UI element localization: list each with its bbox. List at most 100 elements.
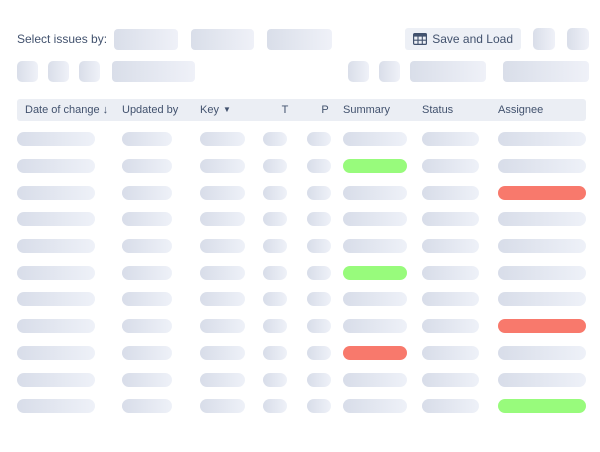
status-placeholder <box>422 265 479 280</box>
column-header-summary[interactable]: Summary <box>343 104 391 116</box>
issue-key-placeholder <box>200 319 245 334</box>
column-header-date-of-change[interactable]: Date of change ↓ <box>25 104 109 116</box>
table-row[interactable] <box>17 233 586 260</box>
assignee-placeholder <box>498 159 586 174</box>
priority-placeholder <box>307 132 331 147</box>
column-header-type[interactable]: T <box>281 104 289 116</box>
priority-placeholder <box>307 265 331 280</box>
icon-button-placeholder[interactable] <box>567 28 589 50</box>
summary-placeholder <box>343 132 407 147</box>
assignee-placeholder <box>498 399 586 414</box>
summary-placeholder <box>343 292 407 307</box>
assignee-placeholder <box>498 132 586 147</box>
table-row[interactable] <box>17 206 586 233</box>
table-header-row: Date of change ↓ Updated by Key ▼ T P Summ… <box>17 99 586 121</box>
updated-by-placeholder <box>122 319 172 334</box>
assignee-placeholder <box>498 212 586 227</box>
summary-placeholder <box>343 319 407 334</box>
priority-placeholder <box>307 239 331 254</box>
icon-button-placeholder[interactable] <box>533 28 555 50</box>
table-row[interactable] <box>17 313 586 340</box>
assignee-placeholder <box>498 265 586 280</box>
save-and-load-button[interactable]: Save and Load <box>405 28 521 50</box>
filter-chip-placeholder[interactable] <box>348 61 369 82</box>
summary-placeholder <box>343 212 407 227</box>
priority-placeholder <box>307 319 331 334</box>
updated-by-placeholder <box>122 159 172 174</box>
filter-bar-label: Select issues by: <box>17 32 108 46</box>
issue-type-placeholder <box>263 159 287 174</box>
date-of-change-placeholder <box>17 239 95 254</box>
summary-placeholder <box>343 372 407 387</box>
updated-by-placeholder <box>122 132 172 147</box>
assignee-placeholder <box>498 345 586 360</box>
issue-type-placeholder <box>263 265 287 280</box>
issue-key-placeholder <box>200 265 245 280</box>
date-of-change-placeholder <box>17 319 95 334</box>
filter-dropdown-placeholder[interactable] <box>191 28 255 50</box>
updated-by-placeholder <box>122 345 172 360</box>
status-placeholder <box>422 319 479 334</box>
column-header-key[interactable]: Key ▼ <box>200 104 231 116</box>
status-placeholder <box>422 345 479 360</box>
issue-key-placeholder <box>200 399 245 414</box>
issue-key-placeholder <box>200 239 245 254</box>
column-header-updated-by[interactable]: Updated by <box>122 104 179 116</box>
filter-chip-placeholder[interactable] <box>17 61 38 82</box>
issues-table: Date of change ↓ Updated by Key ▼ T P Summ… <box>17 99 589 420</box>
assignee-placeholder <box>498 185 586 200</box>
status-placeholder <box>422 185 479 200</box>
issue-type-placeholder <box>263 185 287 200</box>
filter-dropdown-placeholder[interactable] <box>267 28 333 50</box>
table-row[interactable] <box>17 340 586 367</box>
priority-placeholder <box>307 292 331 307</box>
filter-dropdown-placeholder[interactable] <box>410 61 486 82</box>
table-row[interactable] <box>17 179 586 206</box>
updated-by-placeholder <box>122 185 172 200</box>
issue-type-placeholder <box>263 212 287 227</box>
summary-placeholder <box>343 265 407 280</box>
filter-chip-placeholder[interactable] <box>79 61 100 82</box>
issue-type-placeholder <box>263 372 287 387</box>
table-row[interactable] <box>17 126 586 153</box>
table-row[interactable] <box>17 366 586 393</box>
status-placeholder <box>422 239 479 254</box>
table-row[interactable] <box>17 153 586 180</box>
save-and-load-label: Save and Load <box>432 32 513 46</box>
issue-key-placeholder <box>200 132 245 147</box>
summary-placeholder <box>343 159 407 174</box>
table-grid-icon <box>413 33 428 45</box>
updated-by-placeholder <box>122 399 172 414</box>
summary-placeholder <box>343 399 407 414</box>
status-placeholder <box>422 372 479 387</box>
date-of-change-placeholder <box>17 372 95 387</box>
table-row[interactable] <box>17 286 586 313</box>
table-row[interactable] <box>17 259 586 286</box>
issue-type-placeholder <box>263 239 287 254</box>
filter-dropdown-placeholder[interactable] <box>503 61 589 82</box>
table-row[interactable] <box>17 393 586 420</box>
filter-dropdown-icon[interactable]: ▼ <box>222 105 231 114</box>
status-placeholder <box>422 292 479 307</box>
date-of-change-placeholder <box>17 185 95 200</box>
status-placeholder <box>422 132 479 147</box>
sort-descending-icon[interactable]: ↓ <box>102 104 109 116</box>
status-placeholder <box>422 159 479 174</box>
filter-dropdown-placeholder[interactable] <box>114 28 179 50</box>
issue-key-placeholder <box>200 292 245 307</box>
column-header-assignee[interactable]: Assignee <box>498 104 544 116</box>
priority-placeholder <box>307 372 331 387</box>
assignee-placeholder <box>498 372 586 387</box>
table-body <box>17 126 586 420</box>
filter-chip-placeholder[interactable] <box>48 61 69 82</box>
filter-dropdown-placeholder[interactable] <box>112 61 195 82</box>
issue-type-placeholder <box>263 319 287 334</box>
updated-by-placeholder <box>122 239 172 254</box>
column-header-priority[interactable]: P <box>321 104 329 116</box>
priority-placeholder <box>307 159 331 174</box>
filter-chip-placeholder[interactable] <box>379 61 400 82</box>
assignee-placeholder <box>498 319 586 334</box>
column-header-status[interactable]: Status <box>422 104 454 116</box>
status-placeholder <box>422 212 479 227</box>
